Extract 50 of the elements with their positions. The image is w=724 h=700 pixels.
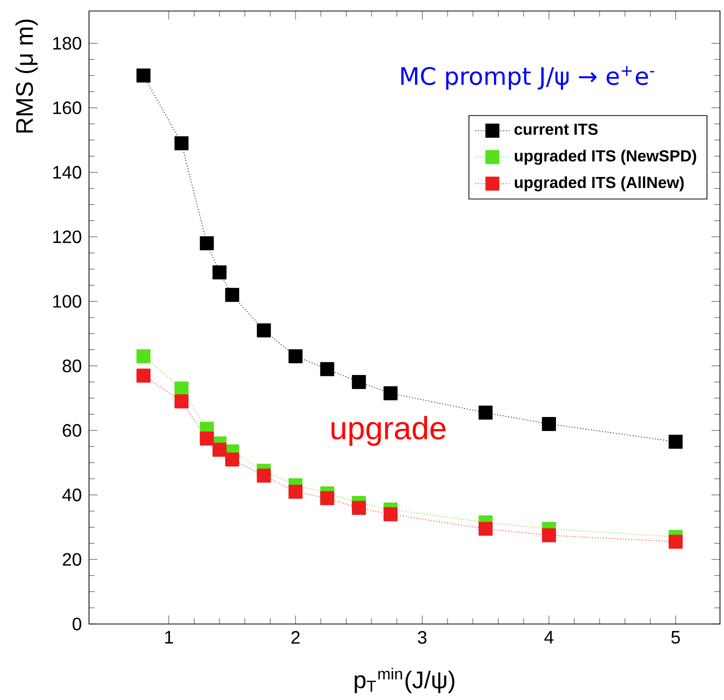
point: [668, 534, 683, 549]
annotation: MC prompt J/ψ → e$^{+}$e$^{-}$: [401, 66, 654, 90]
point: [225, 452, 240, 467]
point: [174, 382, 188, 396]
point: [256, 324, 271, 338]
point: [352, 375, 366, 390]
y-tick-label: 120: [53, 230, 82, 244]
point: [174, 394, 188, 408]
y-tick-label: 40: [62, 488, 82, 502]
y-tick-label: 0: [72, 618, 82, 630]
point: [174, 136, 188, 150]
point: [256, 468, 271, 483]
x-tick-label: 4: [544, 631, 554, 644]
x-tick-label: 2: [291, 631, 300, 644]
x-axis-title: p$_{T}$$^{min}$(J/ψ): [354, 668, 454, 694]
point: [136, 68, 150, 83]
point: [225, 288, 240, 302]
y-tick-label: 80: [62, 360, 82, 372]
point: [542, 417, 556, 432]
y-tick-label: 140: [53, 166, 82, 179]
point: [668, 434, 683, 449]
y-axis-title: RMS (μ m): [15, 20, 38, 133]
x-tick-label: 3: [418, 631, 426, 644]
point: [288, 484, 303, 499]
legend-label: current ITS: [514, 124, 598, 136]
point: [136, 368, 150, 383]
y-tick-label: 180: [53, 36, 82, 50]
point: [478, 522, 493, 536]
point: [384, 507, 398, 522]
point: [136, 349, 150, 364]
legend-label: upgraded ITS (AllNew): [514, 176, 684, 192]
point: [212, 442, 227, 457]
point: [320, 362, 334, 376]
y-tick-label: 160: [53, 102, 82, 114]
annotation: upgrade: [332, 416, 446, 446]
point: [320, 491, 334, 506]
point: [200, 432, 214, 446]
point: [200, 236, 214, 250]
point: [542, 528, 556, 542]
point: [478, 406, 493, 420]
x-tick-label: 1: [165, 631, 173, 644]
x-tick-label: 5: [671, 631, 680, 644]
y-tick-label: 60: [62, 424, 82, 437]
point: [352, 500, 366, 515]
y-tick-label: 100: [53, 295, 82, 308]
point: [288, 349, 303, 364]
y-tick-label: 20: [62, 553, 82, 566]
point: [212, 265, 227, 280]
point: [384, 386, 398, 400]
legend-label: upgraded ITS (NewSPD): [514, 150, 696, 165]
